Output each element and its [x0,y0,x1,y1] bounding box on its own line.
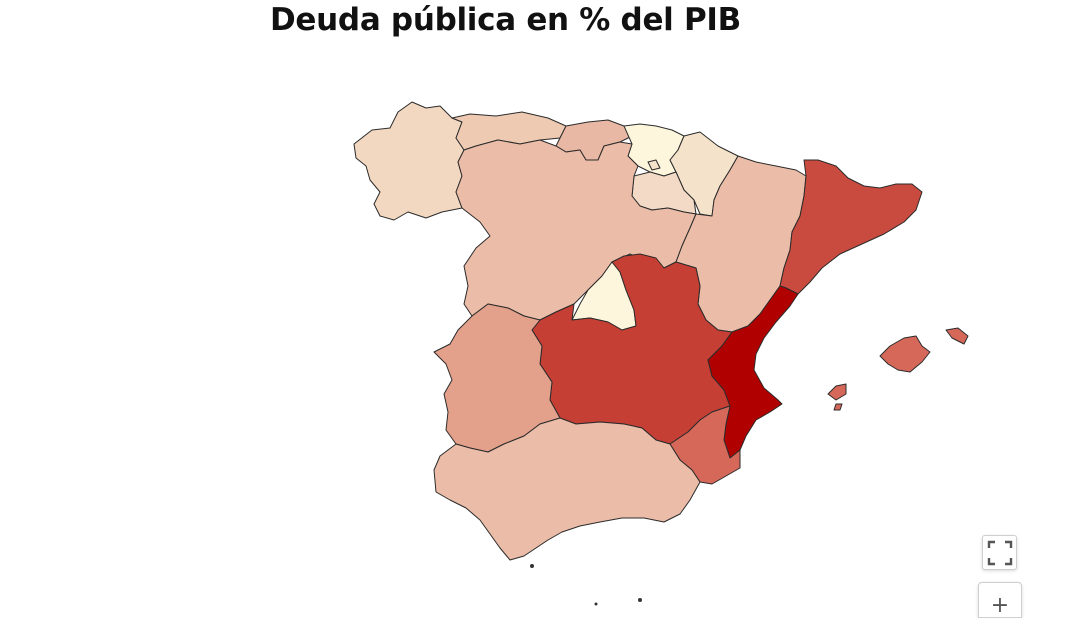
region-cataluna[interactable] [779,159,923,295]
region-comunidad-valenciana[interactable] [707,285,799,459]
islet-1 [530,564,534,568]
region-andalucia[interactable] [433,417,701,561]
map-title: Deuda pública en % del PIB [270,2,741,38]
enclave-trevino [647,159,661,171]
region-murcia[interactable] [669,405,741,485]
region-baleares-menorca[interactable] [945,327,969,345]
zoom-in-label: + [990,592,1010,618]
region-baleares-formentera[interactable] [833,403,843,411]
zoom-in-button[interactable]: + [978,582,1022,618]
fullscreen-icon [987,540,1012,565]
fullscreen-button[interactable] [982,535,1017,570]
islet-3 [594,602,598,606]
region-baleares-mallorca[interactable] [879,335,931,373]
region-baleares-ibiza[interactable] [827,383,847,401]
region-galicia[interactable] [353,101,465,221]
islet-2 [638,598,642,602]
